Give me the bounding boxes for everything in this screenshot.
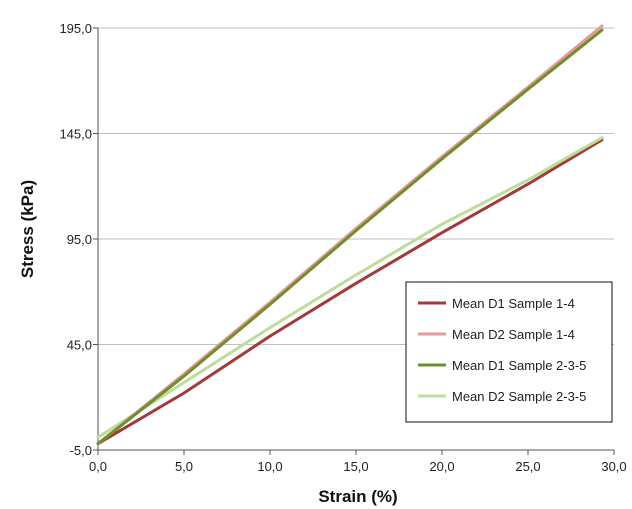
legend-label: Mean D2 Sample 1-4 [452,327,575,342]
y-axis-title: Stress (kPa) [18,180,37,278]
y-tick-label: 95,0 [67,232,92,247]
y-tick-label: 195,0 [59,21,92,36]
series-lines [96,24,604,446]
y-tick-label: -5,0 [70,443,92,458]
legend-label: Mean D1 Sample 1-4 [452,296,575,311]
tick-labels: -5,0 45,0 95,0 145,0 195,0 0,0 5,0 10,0 15,0 20,0… [59,21,626,474]
legend-label: Mean D1 Sample 2-3-5 [452,358,586,373]
x-tick-label: 25,0 [515,459,540,474]
y-tick-label: 145,0 [59,127,92,142]
x-tick-label: 20,0 [429,459,454,474]
x-tick-label: 15,0 [343,459,368,474]
axes [93,27,615,455]
y-tick-label: 45,0 [67,338,92,353]
series-line-2 [96,24,604,446]
x-tick-label: 5,0 [175,459,193,474]
x-tick-label: 30,0 [601,459,626,474]
x-tick-label: 10,0 [257,459,282,474]
x-tick-label: 0,0 [89,459,107,474]
series-line-4 [96,136,604,439]
series-line-1 [96,138,604,446]
x-axis-title: Strain (%) [318,487,397,506]
legend-label: Mean D2 Sample 2-3-5 [452,389,586,404]
legend: Mean D1 Sample 1-4 Mean D2 Sample 1-4 Mean… [405,281,613,423]
legend-box [405,281,613,423]
series-line-3 [96,28,604,446]
